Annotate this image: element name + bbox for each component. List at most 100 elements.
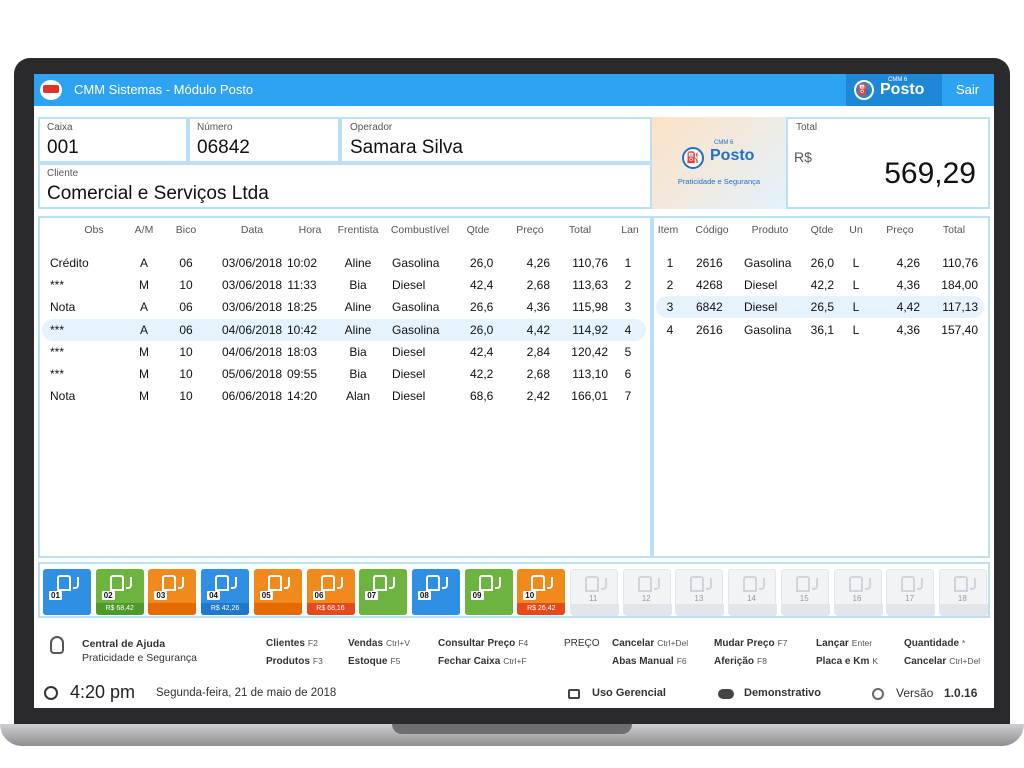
pump-button-16[interactable]: 16 [833,569,883,616]
pump-button-10[interactable]: 10 R$ 26,42 [517,569,566,615]
items-table-header: Item Código Produto Qtde Un Preço Total [654,218,988,242]
pump-number: 14 [747,594,756,603]
column-header[interactable]: Obs [84,224,104,236]
fuel-hose-icon [759,578,766,590]
shortcut-lan-ar[interactable]: Lançar Enter [816,638,872,649]
table-cell: *** [50,344,65,359]
column-header[interactable]: Bico [175,224,197,236]
shortcut-consultar-pre-o[interactable]: Consultar Preço F4 [438,638,528,649]
pump-status-strip [201,603,250,615]
pump-button-05[interactable]: 05 [253,569,302,615]
pump-number: 08 [417,591,431,600]
column-header[interactable]: Preço [516,224,544,236]
table-cell: A [139,322,148,337]
pump-button-12[interactable]: 12 [622,569,672,616]
column-header[interactable]: Qtde [466,224,490,236]
column-header[interactable]: Frentista [337,224,379,236]
pump-button-02[interactable]: 02 R$ 68,42 [95,569,144,615]
table-cell: 2,84 [526,344,550,359]
help-title[interactable]: Central de Ajuda [82,638,166,650]
pump-button-04[interactable]: 04 R$ 42,26 [201,569,250,615]
pump-button-13[interactable]: 13 [675,569,725,616]
pump-value: R$ 26,42 [527,605,556,612]
shortcut-placa-e-km[interactable]: Placa e Km K [816,656,878,667]
table-row[interactable]: *** M 10 05/06/2018 09:55 Bia Diesel 42,2 2,68 11… [42,363,646,385]
table-cell: 3 [666,300,674,315]
table-cell: 42,2 [810,278,834,293]
pump-button-09[interactable]: 09 [464,569,513,615]
table-cell: 184,00 [941,278,978,293]
table-row[interactable]: Nota A 06 03/06/2018 18:25 Aline Gasolina 26,6 4… [42,296,646,318]
column-header[interactable]: Item [657,224,679,236]
pump-number: 10 [523,591,537,600]
table-row[interactable]: 3 6842 Diesel 26,5 L 4,42 117,13 [656,296,984,319]
shortcut-cancelar[interactable]: Cancelar Ctrl+Del [904,656,980,667]
table-cell: 113,10 [572,367,608,381]
pump-button-14[interactable]: 14 [728,569,778,616]
fuel-pump-icon [215,575,230,591]
fuel-pump-icon [901,576,916,592]
fuel-pump-icon [743,576,758,592]
table-row[interactable]: 4 2616 Gasolina 36,1 L 4,36 157,40 [656,319,984,341]
shortcut-label: PREÇO [564,638,600,649]
shortcut-fechar-caixa[interactable]: Fechar Caixa Ctrl+F [438,656,527,667]
table-row[interactable]: *** M 10 03/06/2018 11:33 Bia Diesel 42,4 2,68 11… [42,274,646,296]
shortcut-produtos[interactable]: Produtos F3 [266,656,323,667]
table-cell: Gasolina [392,322,440,337]
shortcut-cancelar[interactable]: Cancelar Ctrl+Del [612,638,688,649]
table-cell: Diesel [392,389,426,404]
table-row[interactable]: 1 2616 Gasolina 26,0 L 4,26 110,76 [656,252,984,274]
table-row[interactable]: *** M 10 04/06/2018 18:03 Bia Diesel 42,4 2,84 12… [42,341,646,363]
table-cell: Nota [50,389,76,404]
exit-button[interactable]: Sair [956,82,980,97]
table-cell: 42,2 [470,367,494,381]
shortcut-mudar-pre-o[interactable]: Mudar Preço F7 [714,638,788,649]
column-header[interactable]: Código [695,224,729,236]
pump-button-11[interactable]: 11 [570,569,619,616]
shortcut-clientes[interactable]: Clientes F2 [266,638,318,649]
pump-button-01[interactable]: 01 [43,569,91,615]
table-row[interactable]: *** A 06 04/06/2018 10:42 Aline Gasolina 26,0 4,… [42,318,646,341]
fuel-hose-icon [125,577,132,589]
pump-button-03[interactable]: 03 [148,569,197,615]
column-header[interactable]: Qtde [810,224,834,236]
column-header[interactable]: Lan [621,224,639,236]
table-cell: 4,42 [896,300,920,315]
table-cell: Gasolina [392,300,440,315]
fuel-hose-icon [389,577,396,589]
shortcut-abas-manual[interactable]: Abas Manual F6 [612,656,687,667]
shortcut-pre-o[interactable]: PREÇO [564,638,600,649]
pump-number: 12 [641,594,651,603]
app-window: CMM Sistemas - Módulo Posto ⛽ CMM 6 Post… [34,74,994,708]
shortcut-quantidade[interactable]: Quantidade * [904,638,965,649]
fuel-hose-icon [706,578,713,590]
column-header[interactable]: Total [942,224,966,236]
table-row[interactable]: Crédito A 06 03/06/2018 10:02 Aline Gasolina 26… [42,252,646,274]
pump-button-15[interactable]: 15 [780,569,830,616]
pump-button-08[interactable]: 08 [411,569,460,615]
table-cell: 2616 [696,322,723,337]
pump-number: 11 [589,594,598,603]
shortcut-aferi-o[interactable]: Aferição F8 [714,656,767,667]
column-header[interactable]: Hora [298,224,322,236]
table-row[interactable]: 2 4268 Diesel 42,2 L 4,36 184,00 [656,274,984,296]
column-header[interactable]: Total [568,224,592,236]
shortcut-vendas[interactable]: Vendas Ctrl+V [348,638,410,649]
column-header[interactable]: Preço [886,224,914,236]
status-bar: 4:20 pm Segunda-feira, 21 de maio de 201… [34,680,994,708]
pump-button-18[interactable]: 18 [938,569,988,616]
column-header[interactable]: Produto [751,224,789,236]
manager-mode-button[interactable]: Uso Gerencial [592,687,666,699]
column-header[interactable]: Data [240,224,264,236]
pump-button-17[interactable]: 17 [886,569,936,616]
table-cell: 115,98 [572,300,608,315]
table-row[interactable]: Nota M 10 06/06/2018 14:20 Alan Diesel 68,6 2,42… [42,385,646,407]
column-header[interactable]: Combustível [390,224,450,236]
column-header[interactable]: A/M [134,224,154,236]
table-cell: 4,42 [526,322,550,337]
pump-button-07[interactable]: 07 [359,569,408,615]
shortcut-estoque[interactable]: Estoque F5 [348,656,400,667]
shortcut-key: Ctrl+Del [949,656,981,666]
pump-button-06[interactable]: 06 R$ 68,16 [306,569,355,615]
column-header[interactable]: Un [849,224,863,236]
